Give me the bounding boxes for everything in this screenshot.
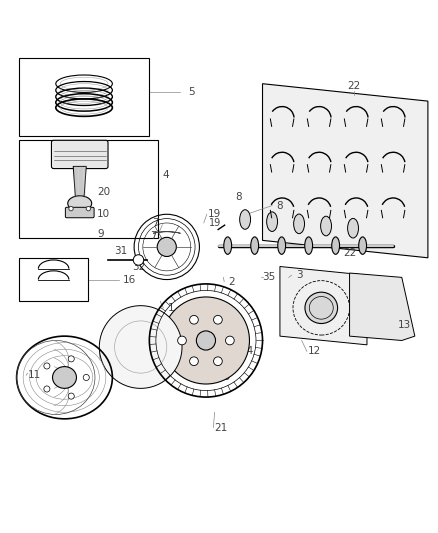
Ellipse shape	[321, 216, 332, 236]
Text: 34: 34	[101, 355, 115, 365]
Text: 8: 8	[235, 192, 242, 202]
Ellipse shape	[224, 237, 232, 254]
Text: 12: 12	[308, 346, 321, 357]
Ellipse shape	[267, 212, 278, 231]
Circle shape	[44, 363, 50, 369]
Ellipse shape	[53, 367, 77, 389]
Text: 22: 22	[347, 81, 360, 91]
Text: 10: 10	[97, 209, 110, 219]
Text: 20: 20	[97, 187, 110, 197]
Circle shape	[214, 316, 222, 324]
Text: 31: 31	[114, 246, 128, 256]
Text: 7: 7	[150, 231, 157, 241]
Text: 19: 19	[209, 218, 222, 228]
Ellipse shape	[240, 209, 251, 229]
Ellipse shape	[68, 196, 92, 211]
Circle shape	[83, 375, 89, 381]
Text: 6: 6	[181, 316, 187, 326]
Text: 9: 9	[97, 229, 104, 239]
Text: 21: 21	[215, 423, 228, 433]
Circle shape	[196, 331, 215, 350]
Circle shape	[68, 393, 74, 399]
Ellipse shape	[305, 237, 313, 254]
Text: 7: 7	[152, 218, 159, 228]
Circle shape	[214, 357, 222, 366]
Circle shape	[162, 297, 250, 384]
Circle shape	[226, 336, 234, 345]
Text: 33: 33	[217, 373, 230, 383]
Polygon shape	[280, 266, 367, 345]
Circle shape	[68, 356, 74, 362]
Text: 16: 16	[123, 274, 137, 285]
Circle shape	[133, 255, 144, 265]
Ellipse shape	[278, 237, 286, 254]
Ellipse shape	[348, 219, 358, 238]
Polygon shape	[350, 273, 415, 341]
Ellipse shape	[86, 206, 91, 211]
Ellipse shape	[251, 237, 258, 254]
FancyBboxPatch shape	[51, 140, 108, 168]
Text: 13: 13	[397, 320, 410, 330]
Bar	[19, 58, 149, 136]
Text: 14: 14	[240, 346, 254, 357]
Ellipse shape	[293, 214, 304, 233]
Text: 8: 8	[277, 200, 283, 211]
Circle shape	[190, 357, 198, 366]
Ellipse shape	[332, 237, 339, 254]
Circle shape	[44, 386, 50, 392]
Text: 19: 19	[208, 209, 221, 219]
FancyBboxPatch shape	[65, 207, 94, 218]
Circle shape	[157, 237, 177, 256]
Bar	[19, 258, 88, 301]
Text: 22: 22	[343, 248, 356, 259]
Polygon shape	[73, 166, 86, 197]
Text: 2: 2	[229, 277, 235, 287]
Text: 32: 32	[132, 262, 145, 271]
Ellipse shape	[359, 237, 367, 254]
Bar	[19, 140, 158, 238]
Ellipse shape	[69, 206, 73, 211]
Ellipse shape	[305, 292, 338, 324]
Circle shape	[190, 316, 198, 324]
Text: 4: 4	[162, 170, 169, 180]
Text: 1: 1	[168, 303, 174, 313]
Text: 11: 11	[28, 370, 41, 381]
Text: 3: 3	[296, 270, 303, 280]
Polygon shape	[262, 84, 428, 258]
Circle shape	[178, 336, 186, 345]
Circle shape	[99, 305, 182, 389]
Text: 5: 5	[188, 87, 195, 98]
Text: 35: 35	[262, 272, 276, 282]
